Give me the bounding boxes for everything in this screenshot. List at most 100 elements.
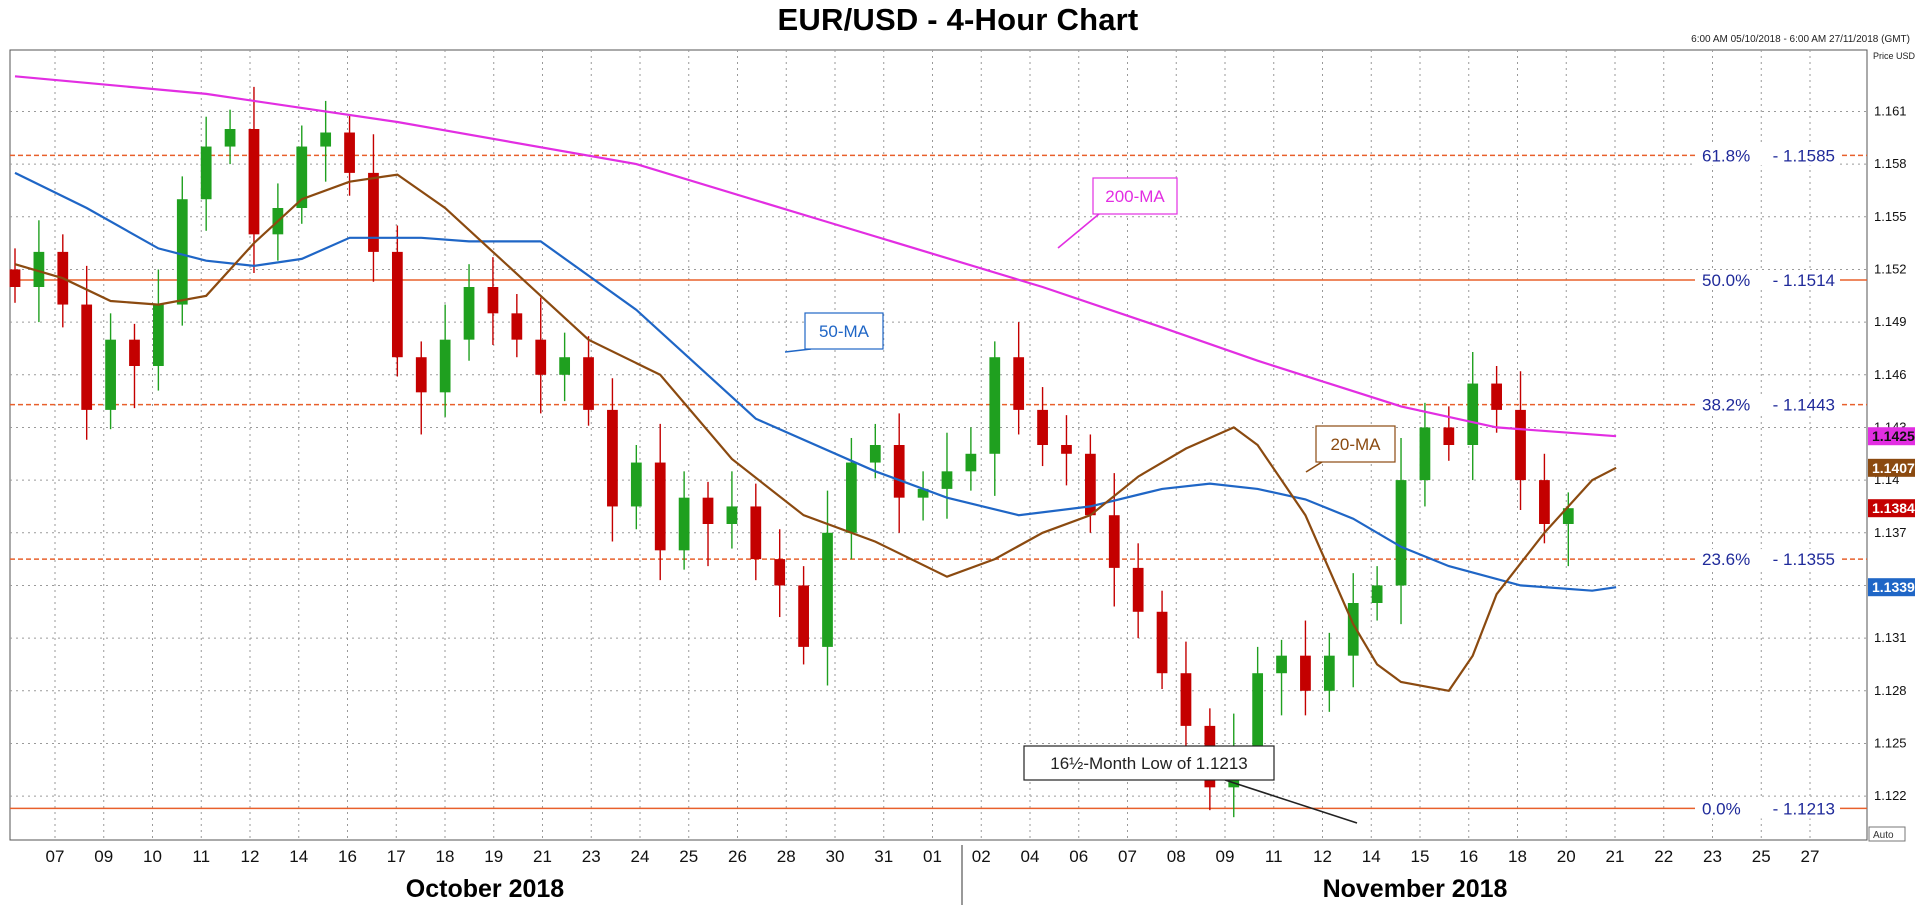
ma-line-200-ma: [14, 75, 1617, 438]
candle-body: [630, 462, 642, 507]
candle-body: [1323, 655, 1335, 691]
x-tick-label: 14: [1362, 847, 1381, 866]
price-tag-200-ma: [1868, 427, 1915, 446]
x-tick-label: 26: [728, 847, 747, 866]
candle-body: [798, 585, 809, 647]
candle-body: [176, 199, 188, 305]
x-tick-label: 17: [387, 847, 406, 866]
price-tag-text: 1.1384: [1872, 500, 1915, 516]
auto-label: Auto: [1873, 830, 1894, 841]
x-tick-label: 07: [1118, 847, 1137, 866]
candle-body: [869, 445, 881, 463]
candle-body: [559, 357, 571, 375]
x-tick-label: 31: [874, 847, 893, 866]
axes: 1.1611.1581.1551.1521.1491.1461.1431.141…: [46, 103, 1907, 905]
candle-body: [1300, 655, 1311, 691]
candle-body: [248, 129, 260, 235]
candle-body: [439, 339, 451, 393]
fib-percent-label: 23.6%: [1702, 550, 1750, 569]
candle-body: [917, 488, 929, 498]
candle-body: [607, 409, 618, 507]
fib-percent-label: 50.0%: [1702, 271, 1750, 290]
x-tick-label: 01: [923, 847, 942, 866]
candle-body: [105, 339, 116, 410]
candle-body: [1419, 427, 1431, 481]
x-tick-label: 22: [1654, 847, 1673, 866]
callout-200ma-box: [1092, 177, 1178, 215]
candle-body: [1180, 673, 1192, 726]
candle-body: [893, 445, 905, 498]
candle-body: [1491, 383, 1502, 410]
fib-label-bg: [1695, 549, 1840, 570]
callout-50ma-text: 50-MA: [819, 322, 870, 341]
ma-line-20-ma: [14, 173, 1617, 693]
x-tick-label: 14: [289, 847, 308, 866]
x-tick-label: 06: [1069, 847, 1088, 866]
candle-body: [1013, 357, 1025, 410]
candle-body: [1562, 508, 1574, 524]
candle-body: [1467, 383, 1479, 445]
x-tick-label: 02: [972, 847, 991, 866]
price-tag-text: 1.1339: [1872, 579, 1915, 595]
x-tick-label: 16: [1459, 847, 1478, 866]
x-tick-label: 09: [1216, 847, 1235, 866]
x-tick-label: 11: [192, 847, 210, 866]
x-tick-label: 24: [631, 847, 650, 866]
x-tick-label: 04: [1021, 847, 1040, 866]
x-tick-label: 12: [1313, 847, 1332, 866]
fib-value-label: - 1.1355: [1773, 550, 1835, 569]
price-tag-50-ma: [1868, 578, 1915, 597]
fib-label-bg: [1695, 394, 1840, 415]
candle-body: [81, 304, 93, 410]
x-tick-label: 07: [46, 847, 65, 866]
y-tick-label: 1.122: [1874, 788, 1907, 803]
callout-50ma-box: [804, 312, 884, 350]
y-tick-label: 1.152: [1874, 261, 1907, 276]
candle-body: [200, 146, 212, 200]
x-tick-label: 10: [143, 847, 162, 866]
candle-body: [726, 506, 738, 524]
candle-body: [296, 146, 308, 208]
candle-body: [702, 497, 714, 524]
fib-value-label: - 1.1585: [1773, 146, 1835, 165]
y-tick-label: 1.146: [1874, 367, 1907, 382]
y-tick-label: 1.125: [1874, 735, 1907, 750]
candle-body: [33, 251, 45, 287]
y-tick-label: 1.158: [1874, 156, 1907, 171]
x-tick-label: 23: [1703, 847, 1722, 866]
x-tick-label: 11: [1265, 847, 1283, 866]
x-tick-label: 25: [679, 847, 698, 866]
x-tick-label: 12: [241, 847, 260, 866]
month-label-november: November 2018: [1323, 875, 1508, 903]
plot-frame: [9, 49, 1868, 841]
callout-low-leader: [1224, 779, 1358, 824]
candle-body: [1443, 427, 1455, 445]
x-tick-label: 21: [1606, 847, 1625, 866]
candle-body: [1084, 453, 1096, 516]
candle-body: [1037, 409, 1048, 445]
date-range-note: 6:00 AM 05/10/2018 - 6:00 AM 27/11/2018 …: [1691, 34, 1910, 45]
candle-body: [463, 287, 475, 340]
fib-label-bg: [1695, 269, 1840, 290]
y-tick-label: 1.128: [1874, 683, 1907, 698]
y-tick-label: 1.149: [1874, 314, 1907, 329]
candle-body: [583, 357, 594, 410]
candle-body: [511, 313, 523, 340]
y-tick-label: 1.161: [1874, 103, 1907, 118]
fib-percent-label: 0.0%: [1702, 799, 1741, 818]
y-tick-label: 1.155: [1874, 209, 1907, 224]
chart-title: EUR/USD - 4-Hour Chart: [777, 2, 1139, 37]
x-tick-label: 21: [533, 847, 552, 866]
candle-body: [822, 532, 833, 647]
candle-body: [368, 172, 379, 252]
x-tick-label: 23: [582, 847, 601, 866]
fib-value-label: - 1.1213: [1773, 799, 1835, 818]
fibonacci-levels: 61.8% - 1.1585 50.0% - 1.1514 38.2% - 1.1443 2…: [10, 145, 1867, 819]
candle-body: [750, 506, 762, 560]
candle-body: [153, 304, 164, 366]
candle-body: [1515, 409, 1526, 481]
annotations: 200-MA 50-MA 20-MA 16½-Month Low of 1.1213: [784, 177, 1396, 824]
candle-body: [415, 357, 427, 393]
month-label-october: October 2018: [406, 875, 565, 903]
x-tick-label: 27: [1801, 847, 1820, 866]
